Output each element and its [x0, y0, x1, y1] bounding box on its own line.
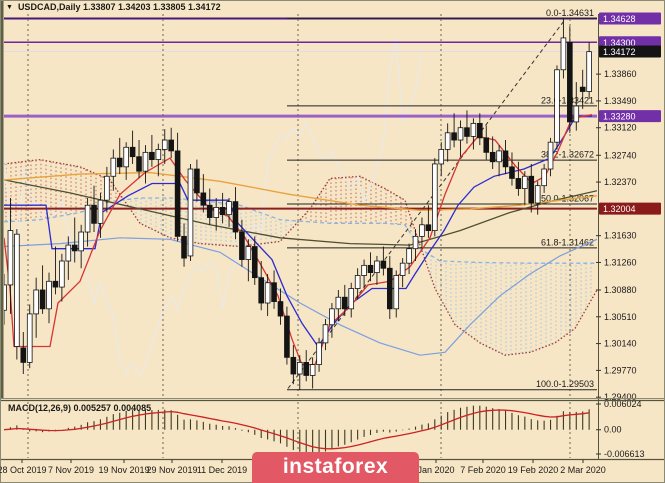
macd-scale-label: 0.00 — [604, 425, 622, 435]
price-tick-label: 1.29400 — [604, 392, 637, 402]
date-tick-label: 11 Dec 2019 — [197, 465, 247, 475]
date-tick-label: 19 Nov 2019 — [98, 465, 149, 475]
price-tick-label: 1.32370 — [604, 177, 637, 187]
left-window-edge — [0, 1, 4, 398]
macd-content — [4, 405, 590, 455]
price-tick-label: 1.32740 — [604, 150, 637, 160]
date-tick-label: 2 Mar 2020 — [560, 465, 606, 475]
price-badge-label: 1.34628 — [603, 14, 636, 24]
price-tick-label: 1.29770 — [604, 365, 637, 375]
date-tick-label: 19 Feb 2020 — [508, 465, 559, 475]
date-tick-label: Jan 2020 — [417, 465, 454, 475]
fib-level-label: 50.0-1.32067 — [541, 194, 594, 204]
fib-trendline[interactable] — [287, 17, 567, 389]
fib-level-label: 0.0-1.34631 — [546, 8, 594, 18]
symbol-list-caret[interactable]: ▼ — [6, 3, 13, 11]
price-badge-label: 1.34300 — [603, 38, 636, 48]
price-badge — [599, 12, 661, 25]
date-tick-label: 7 Feb 2020 — [460, 465, 506, 475]
price-badge — [599, 36, 661, 49]
instaforex-watermark: instaforex — [252, 452, 419, 483]
price-tick-label: 1.33860 — [604, 69, 637, 79]
price-badge — [599, 45, 661, 58]
price-tick-label: 1.30140 — [604, 339, 637, 349]
price-tick-label: 1.30510 — [604, 312, 637, 322]
price-badge — [599, 202, 661, 215]
price-badge — [599, 110, 661, 123]
macd-panel: 0.006024 0.00 -0.006613 — [4, 399, 645, 459]
chart-title-bar: ▼ USDCAD,Daily 1.33807 1.34203 1.33805 1… — [6, 1, 221, 13]
date-tick-label: 29 Nov 2019 — [146, 465, 197, 475]
price-tick-label: 1.33490 — [604, 96, 637, 106]
price-badge-label: 1.34172 — [603, 47, 636, 57]
price-tick-label: 1.31630 — [604, 231, 637, 241]
date-tick-label: 7 Nov 2019 — [48, 465, 94, 475]
fib-level-label: 100.0-1.29503 — [536, 379, 594, 389]
fib-level-label: 38.2-1.32672 — [541, 150, 594, 160]
price-tick-label: 1.33120 — [604, 123, 637, 133]
macd-indicator-label: MACD(12,26,9) 0.005257 0.004085 — [8, 403, 152, 413]
candles-layer — [4, 18, 592, 390]
chikou-span-line — [4, 37, 423, 377]
date-tick-label: 28 Oct 2019 — [0, 465, 47, 475]
macd-scale-label: 0.006024 — [604, 399, 642, 409]
price-axis[interactable]: 1.33860 1.33490 1.33120 1.32740 1.32370 1.316… — [596, 0, 665, 460]
price-tick-label: 1.31260 — [604, 257, 637, 267]
chart-title: USDCAD,Daily 1.33807 1.34203 1.33805 1.3… — [17, 2, 221, 12]
price-badge-label: 1.33280 — [603, 112, 636, 122]
macd-scale-label: -0.006613 — [604, 449, 645, 459]
instaforex-logo-text: instaforex — [282, 455, 389, 478]
chart-plot-area[interactable] — [4, 14, 597, 399]
price-tick-label: 1.30880 — [604, 285, 637, 295]
price-badge-label: 1.32004 — [603, 204, 636, 214]
fib-level-label: 61.8-1.31462 — [541, 237, 594, 247]
